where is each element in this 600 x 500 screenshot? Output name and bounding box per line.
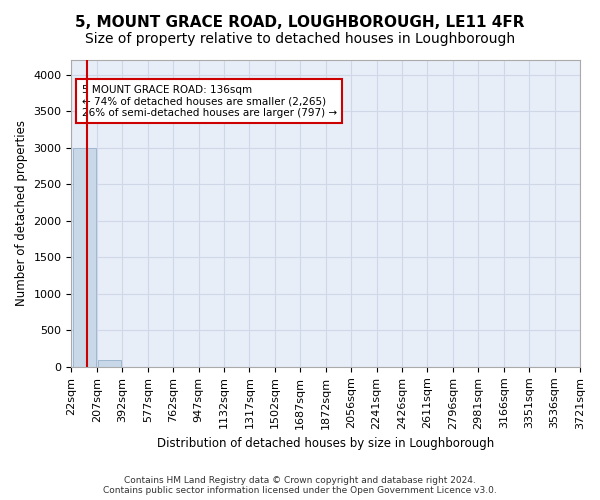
Bar: [98, 360, 121, 367]
Bar: [73, 148, 95, 367]
Text: Size of property relative to detached houses in Loughborough: Size of property relative to detached ho…: [85, 32, 515, 46]
Text: 5 MOUNT GRACE ROAD: 136sqm
← 74% of detached houses are smaller (2,265)
26% of s: 5 MOUNT GRACE ROAD: 136sqm ← 74% of deta…: [82, 84, 337, 117]
Y-axis label: Number of detached properties: Number of detached properties: [15, 120, 28, 306]
Text: 5, MOUNT GRACE ROAD, LOUGHBOROUGH, LE11 4FR: 5, MOUNT GRACE ROAD, LOUGHBOROUGH, LE11 …: [75, 15, 525, 30]
Text: Contains HM Land Registry data © Crown copyright and database right 2024.
Contai: Contains HM Land Registry data © Crown c…: [103, 476, 497, 495]
X-axis label: Distribution of detached houses by size in Loughborough: Distribution of detached houses by size …: [157, 437, 494, 450]
